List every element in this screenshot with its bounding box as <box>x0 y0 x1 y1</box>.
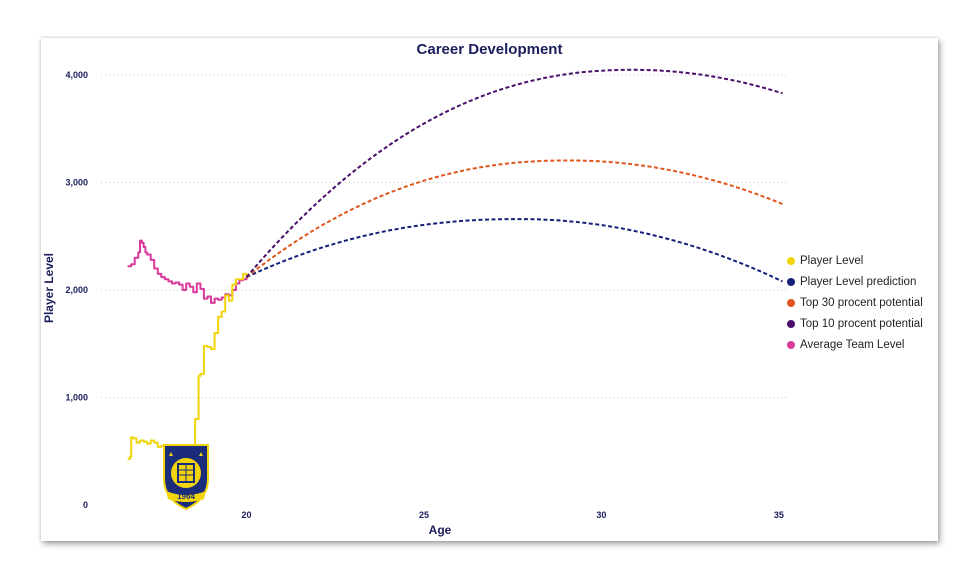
axis-labels: Age Player Level 0 1,000 2,000 3,000 4,000 20… <box>42 70 784 537</box>
x-tick-label: 30 <box>596 510 606 520</box>
y-tick-label: 1,000 <box>65 393 88 403</box>
series-line-top-10-procent-potential <box>245 68 783 278</box>
legend-marker <box>787 256 795 265</box>
y-axis-title: Player Level <box>42 253 56 323</box>
series-line-top-30-procent-potential <box>245 159 783 278</box>
chart-title: Career Development <box>416 41 563 58</box>
series-line-average-team-level <box>127 239 248 304</box>
legend-label: Player Level <box>800 254 864 267</box>
legend-label: Top 10 procent potential <box>800 317 923 330</box>
legend-marker <box>787 277 795 286</box>
series-line-player-level-prediction <box>246 218 783 283</box>
legend-label: Average Team Level <box>800 338 905 351</box>
legend-label: Top 30 procent potential <box>800 296 923 309</box>
series-line-player-level <box>127 272 248 460</box>
club-crest-logo: 1964 <box>163 444 209 511</box>
legend: Player Level Player Level prediction Top 3… <box>787 250 923 355</box>
chart-plot: Age Player Level 0 1,000 2,000 3,000 4,000 20… <box>42 68 786 537</box>
legend-label: Player Level prediction <box>800 275 917 288</box>
legend-item[interactable]: Top 30 procent potential <box>787 292 923 313</box>
x-axis-title: Age <box>429 523 452 537</box>
legend-item[interactable]: Player Level prediction <box>787 271 923 292</box>
x-tick-label: 25 <box>419 510 429 520</box>
y-tick-label: 4,000 <box>65 70 88 80</box>
legend-marker <box>787 319 795 328</box>
y-tick-label: 0 <box>83 500 88 510</box>
legend-item[interactable]: Player Level <box>787 250 923 271</box>
legend-marker <box>787 340 795 349</box>
y-tick-label: 3,000 <box>65 178 88 188</box>
legend-item[interactable]: Average Team Level <box>787 334 923 355</box>
x-tick-label: 35 <box>774 510 784 520</box>
chart-card: Career Development Age Player Level 0 1,0… <box>41 38 938 541</box>
crest-year: 1964 <box>177 492 195 501</box>
legend-marker <box>787 298 795 307</box>
y-tick-label: 2,000 <box>65 285 88 295</box>
x-tick-label: 20 <box>242 510 252 520</box>
series-lines <box>127 68 783 460</box>
legend-item[interactable]: Top 10 procent potential <box>787 313 923 334</box>
